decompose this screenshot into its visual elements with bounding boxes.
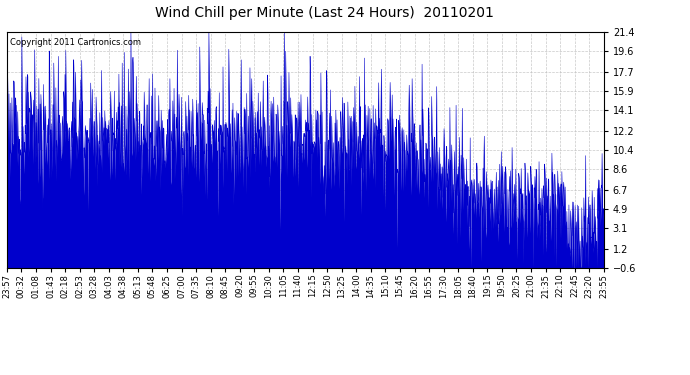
Text: Copyright 2011 Cartronics.com: Copyright 2011 Cartronics.com [10, 38, 141, 47]
Text: Wind Chill per Minute (Last 24 Hours)  20110201: Wind Chill per Minute (Last 24 Hours) 20… [155, 6, 494, 20]
